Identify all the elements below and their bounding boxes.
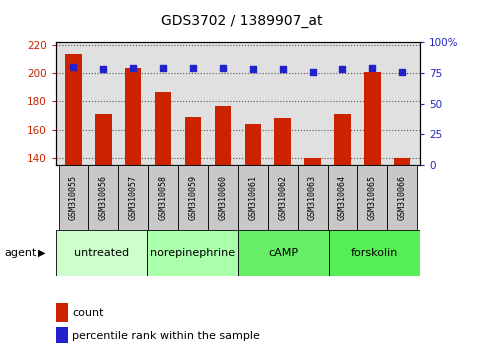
Point — [99, 67, 107, 72]
Point — [369, 65, 376, 71]
Text: GSM310060: GSM310060 — [218, 175, 227, 220]
Bar — [147, 230, 238, 276]
Bar — [185, 117, 201, 165]
Bar — [304, 158, 321, 165]
Point — [249, 67, 256, 72]
Bar — [329, 230, 420, 276]
Point — [70, 64, 77, 70]
Point — [309, 69, 316, 75]
Text: count: count — [72, 308, 104, 318]
Bar — [125, 68, 142, 165]
Point — [219, 65, 227, 71]
Bar — [148, 165, 178, 230]
Bar — [95, 114, 112, 165]
Point — [279, 67, 286, 72]
Text: GSM310055: GSM310055 — [69, 175, 78, 220]
Text: ▶: ▶ — [38, 248, 45, 258]
Bar — [244, 124, 261, 165]
Bar — [215, 105, 231, 165]
Bar — [387, 165, 417, 230]
Text: GSM310059: GSM310059 — [188, 175, 198, 220]
Bar — [238, 230, 329, 276]
Text: GSM310056: GSM310056 — [99, 175, 108, 220]
Bar — [208, 165, 238, 230]
Point — [159, 65, 167, 71]
Bar — [88, 165, 118, 230]
Text: GSM310062: GSM310062 — [278, 175, 287, 220]
Bar — [58, 165, 88, 230]
Text: norepinephrine: norepinephrine — [150, 248, 235, 258]
Bar — [178, 165, 208, 230]
Text: GSM310063: GSM310063 — [308, 175, 317, 220]
Text: GSM310065: GSM310065 — [368, 175, 377, 220]
Bar — [155, 92, 171, 165]
Text: cAMP: cAMP — [269, 248, 298, 258]
Bar — [238, 165, 268, 230]
Point — [398, 69, 406, 75]
Bar — [334, 114, 351, 165]
Bar — [274, 118, 291, 165]
Bar — [298, 165, 327, 230]
Bar — [357, 165, 387, 230]
Text: agent: agent — [5, 248, 37, 258]
Bar — [327, 165, 357, 230]
Point — [129, 65, 137, 71]
Text: GSM310064: GSM310064 — [338, 175, 347, 220]
Text: untreated: untreated — [73, 248, 128, 258]
Point — [339, 67, 346, 72]
Text: GSM310061: GSM310061 — [248, 175, 257, 220]
Bar — [364, 72, 381, 165]
Text: GDS3702 / 1389907_at: GDS3702 / 1389907_at — [161, 14, 322, 28]
Bar — [65, 54, 82, 165]
Point — [189, 65, 197, 71]
Bar — [394, 158, 411, 165]
Text: GSM310057: GSM310057 — [129, 175, 138, 220]
Text: forskolin: forskolin — [351, 248, 398, 258]
Text: percentile rank within the sample: percentile rank within the sample — [72, 331, 260, 341]
Bar — [56, 230, 147, 276]
Text: GSM310066: GSM310066 — [398, 175, 407, 220]
Text: GSM310058: GSM310058 — [158, 175, 168, 220]
Bar — [268, 165, 298, 230]
Bar — [118, 165, 148, 230]
